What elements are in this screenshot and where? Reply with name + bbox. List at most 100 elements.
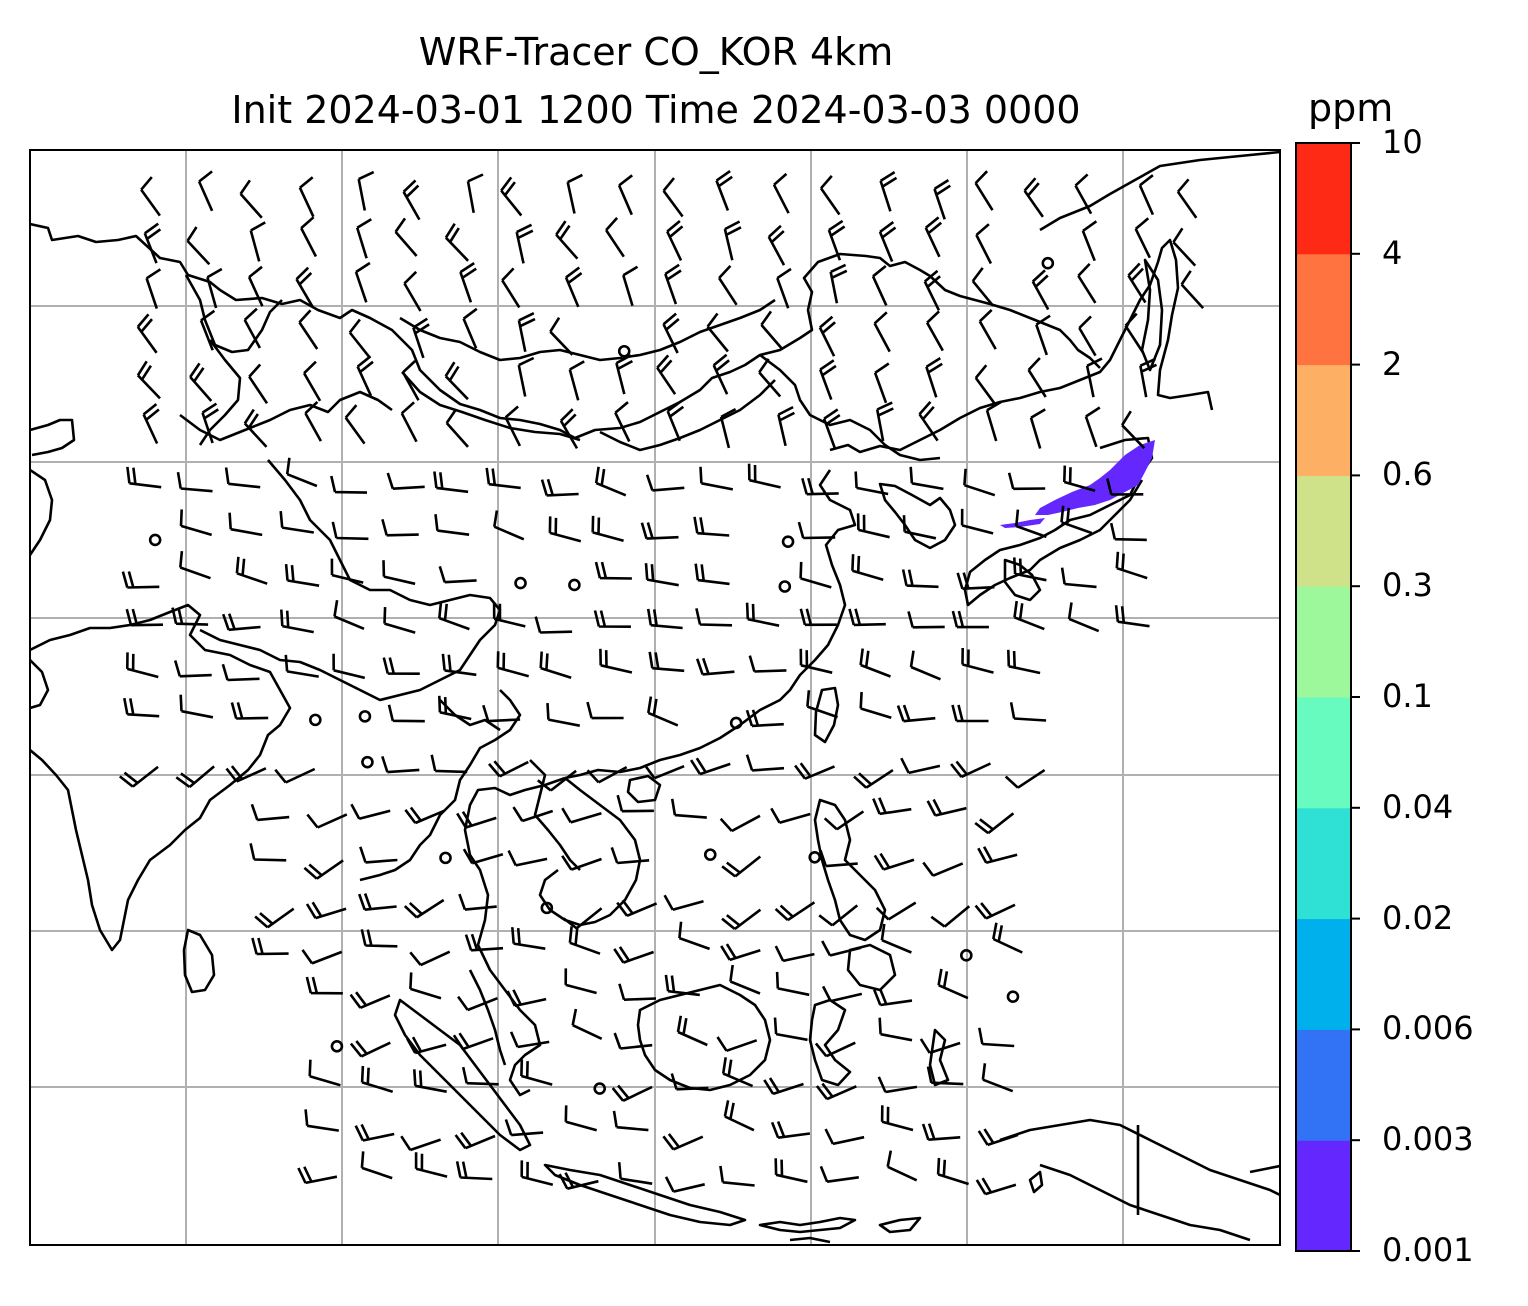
- wind-barb: [401, 360, 420, 401]
- wind-barb: [197, 170, 214, 212]
- wind-barb: [824, 1128, 865, 1146]
- wind-barb: [918, 401, 939, 442]
- wind-barb: [656, 354, 677, 395]
- wind-barb: [978, 308, 997, 350]
- wind-barb: [308, 1059, 341, 1087]
- wind-barb: [171, 607, 209, 626]
- wind-barb: [206, 267, 223, 309]
- wind-barb: [355, 218, 372, 259]
- wind-barb: [806, 690, 839, 719]
- wind-barb: [201, 402, 220, 444]
- coastline-halmahera: [928, 1028, 950, 1087]
- wind-barb: [387, 704, 425, 723]
- wind-barb: [776, 267, 792, 309]
- wind-barb: [354, 1123, 395, 1142]
- wind-barb: [586, 765, 628, 784]
- wind-barb: [511, 927, 546, 950]
- calm-wind-marker: [361, 755, 374, 769]
- wind-barb: [445, 408, 469, 448]
- wind-barb: [504, 405, 522, 447]
- wind-barb: [409, 972, 442, 1000]
- wind-barb: [664, 263, 682, 305]
- calm-wind-marker: [960, 949, 973, 962]
- wind-barb: [304, 400, 323, 442]
- coastline-mindanao: [846, 943, 897, 992]
- plume-tail: [1000, 518, 1045, 528]
- wind-barb: [975, 223, 993, 265]
- wind-barb: [302, 360, 322, 402]
- wind-barb: [414, 1152, 448, 1178]
- wind-barb: [1085, 357, 1103, 398]
- wind-barb: [1067, 602, 1100, 633]
- wind-barb: [126, 466, 162, 489]
- wind-barb: [666, 400, 685, 442]
- coastline-china-south: [564, 469, 857, 780]
- wind-barb: [434, 514, 470, 536]
- wind-barb: [482, 704, 521, 723]
- coastline-korea: [878, 482, 957, 550]
- wind-barb: [909, 650, 942, 681]
- wind-barb: [284, 563, 320, 587]
- wind-barb: [381, 518, 419, 537]
- wind-barb: [821, 940, 862, 957]
- wind-barb: [774, 1158, 808, 1184]
- wind-barb: [827, 219, 846, 261]
- wind-barb: [459, 262, 477, 303]
- wind-barb: [985, 400, 1002, 442]
- wind-barb: [564, 968, 597, 995]
- wind-barb: [924, 216, 943, 258]
- wind-barb: [616, 794, 654, 813]
- wind-barb: [699, 466, 734, 491]
- wind-barb: [871, 264, 888, 306]
- wind-barb: [243, 307, 262, 349]
- wind-barb: [176, 471, 213, 493]
- wind-barb: [438, 695, 472, 721]
- wind-barb: [301, 949, 343, 965]
- wind-barb: [719, 407, 737, 449]
- wind-barb: [496, 651, 530, 678]
- wind-barb: [1078, 315, 1097, 357]
- wind-barb: [488, 760, 529, 778]
- wind-barb: [648, 651, 685, 673]
- wind-barb: [712, 353, 730, 395]
- wind-barb: [1120, 410, 1146, 450]
- calm-wind-marker: [1006, 990, 1020, 1003]
- colorbar-segment: [1296, 586, 1351, 698]
- wind-barb: [886, 1150, 918, 1182]
- wind-barb: [1007, 472, 1046, 491]
- wind-barb: [767, 224, 786, 266]
- calm-wind-marker: [593, 1082, 607, 1095]
- wind-barb: [718, 265, 738, 306]
- wind-barb: [464, 933, 504, 952]
- wind-barb: [441, 653, 477, 677]
- coastline-malay: [468, 969, 507, 1066]
- wind-barb: [614, 401, 631, 443]
- wind-barb: [512, 806, 554, 823]
- coastline-arabia-west: [30, 468, 54, 556]
- wind-barb: [254, 907, 295, 929]
- wind-barb: [694, 563, 730, 586]
- wind-barb: [853, 769, 894, 789]
- coastline-china-east: [829, 238, 1214, 454]
- wind-barb: [873, 362, 890, 404]
- colorbar: [1295, 142, 1360, 1252]
- wind-barb: [586, 701, 624, 720]
- border-mongolia-south: [401, 371, 776, 452]
- wind-barb: [875, 901, 917, 921]
- wind-barb: [880, 923, 912, 954]
- wind-barb: [305, 976, 343, 995]
- calm-wind-marker: [729, 716, 743, 730]
- wind-barb: [599, 648, 633, 674]
- wind-barb: [501, 267, 521, 309]
- wind-barb: [773, 1017, 808, 1042]
- wind-barb: [877, 1076, 918, 1094]
- coastline-india: [30, 603, 292, 952]
- wind-barb: [507, 850, 548, 867]
- calm-wind-marker: [1041, 256, 1055, 270]
- wind-barb: [382, 657, 420, 675]
- wind-barb: [605, 217, 625, 258]
- border-mongolia: [399, 298, 776, 362]
- wind-barb: [228, 512, 263, 537]
- colorbar-segment: [1296, 697, 1351, 809]
- wind-barb: [666, 219, 684, 261]
